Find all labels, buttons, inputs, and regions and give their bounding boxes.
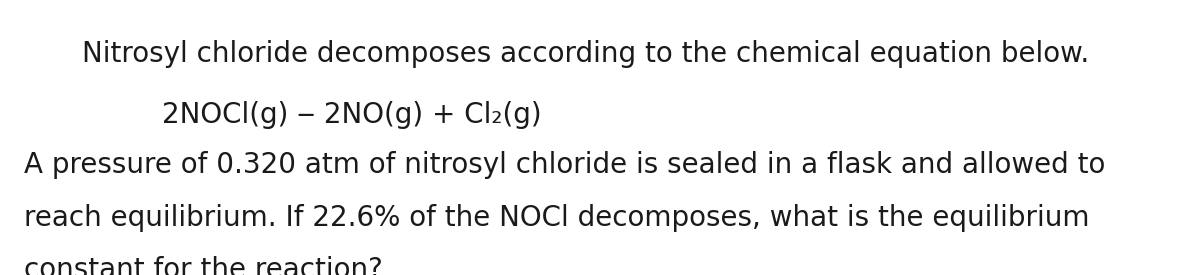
Text: constant for the reaction?: constant for the reaction? [24,256,383,275]
Text: 2NOCl(g) ‒ 2NO(g) + Cl₂(g): 2NOCl(g) ‒ 2NO(g) + Cl₂(g) [162,101,542,128]
Text: reach equilibrium. If 22.6% of the NOCl decomposes, what is the equilibrium: reach equilibrium. If 22.6% of the NOCl … [24,204,1090,232]
Text: Nitrosyl chloride decomposes according to the chemical equation below.: Nitrosyl chloride decomposes according t… [82,40,1088,68]
Text: A pressure of 0.320 atm of nitrosyl chloride is sealed in a flask and allowed to: A pressure of 0.320 atm of nitrosyl chlo… [24,151,1105,179]
